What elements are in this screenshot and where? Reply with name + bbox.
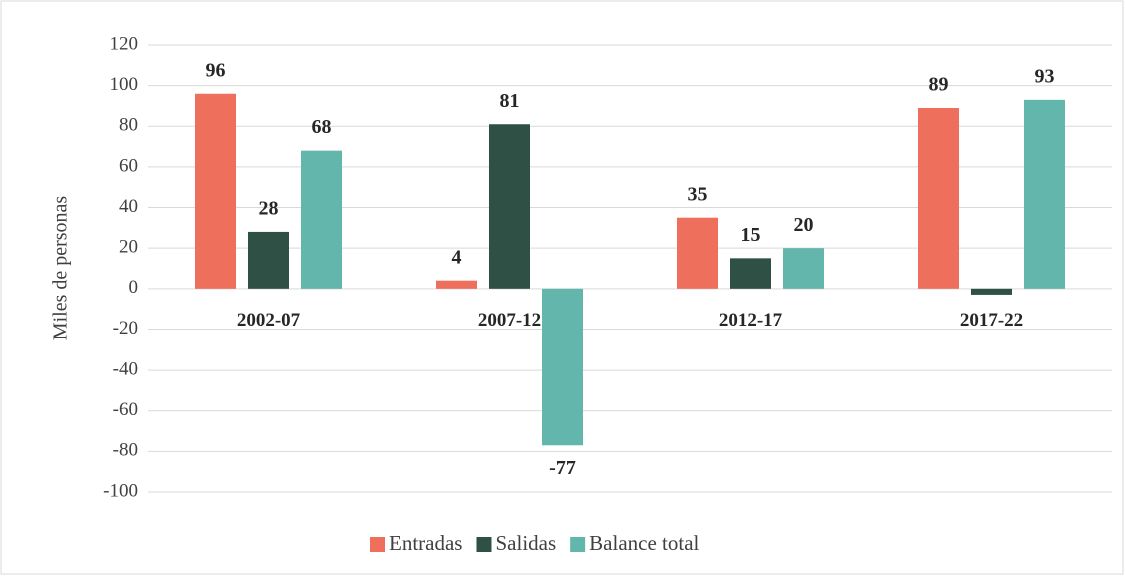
bar bbox=[783, 248, 824, 289]
y-axis-label: Miles de personas bbox=[50, 196, 72, 341]
legend-label: Entradas bbox=[389, 531, 462, 555]
value-label: 20 bbox=[794, 214, 814, 236]
legend-label: Balance total bbox=[589, 531, 699, 555]
bar bbox=[195, 93, 236, 289]
legend-swatch bbox=[370, 537, 385, 552]
value-label: 96 bbox=[206, 59, 226, 81]
y-tick-label: 0 bbox=[129, 277, 139, 298]
x-tick-label: 2012-17 bbox=[719, 310, 783, 331]
x-tick-label: 2007-12 bbox=[478, 310, 541, 331]
bar bbox=[436, 280, 477, 289]
y-tick-label: -20 bbox=[113, 318, 138, 339]
y-tick-label: 60 bbox=[119, 155, 138, 176]
legend-label: Salidas bbox=[495, 531, 556, 555]
value-label: 4 bbox=[452, 246, 462, 268]
y-tick-label: 40 bbox=[119, 196, 138, 217]
value-label: 15 bbox=[741, 224, 761, 246]
bar bbox=[1024, 99, 1065, 289]
bar bbox=[918, 107, 959, 289]
y-tick-label: -100 bbox=[103, 480, 138, 501]
bar bbox=[542, 288, 583, 446]
legend-swatch bbox=[476, 537, 492, 552]
y-tick-label: 20 bbox=[119, 237, 138, 258]
bar bbox=[730, 258, 771, 289]
y-tick-label: 80 bbox=[119, 115, 138, 136]
x-tick-label: 2002-07 bbox=[237, 310, 301, 331]
x-tick-label: 2017-22 bbox=[960, 310, 1023, 331]
bar bbox=[971, 288, 1012, 295]
y-tick-label: 100 bbox=[110, 74, 139, 95]
y-tick-label: -60 bbox=[113, 399, 138, 420]
value-label: 35 bbox=[688, 183, 708, 205]
value-label: 89 bbox=[929, 74, 949, 96]
value-label: 93 bbox=[1035, 65, 1055, 87]
value-label: -77 bbox=[549, 457, 576, 479]
y-tick-label: -80 bbox=[113, 440, 138, 461]
bar bbox=[301, 150, 342, 289]
bar bbox=[489, 124, 530, 289]
y-tick-label: 120 bbox=[110, 33, 139, 54]
y-tick-label: -40 bbox=[113, 358, 138, 379]
legend-swatch bbox=[570, 537, 586, 552]
value-label: 68 bbox=[312, 116, 332, 138]
value-label: 28 bbox=[259, 198, 279, 220]
bar bbox=[248, 231, 289, 289]
bar bbox=[677, 217, 718, 289]
value-label: 81 bbox=[500, 90, 520, 112]
